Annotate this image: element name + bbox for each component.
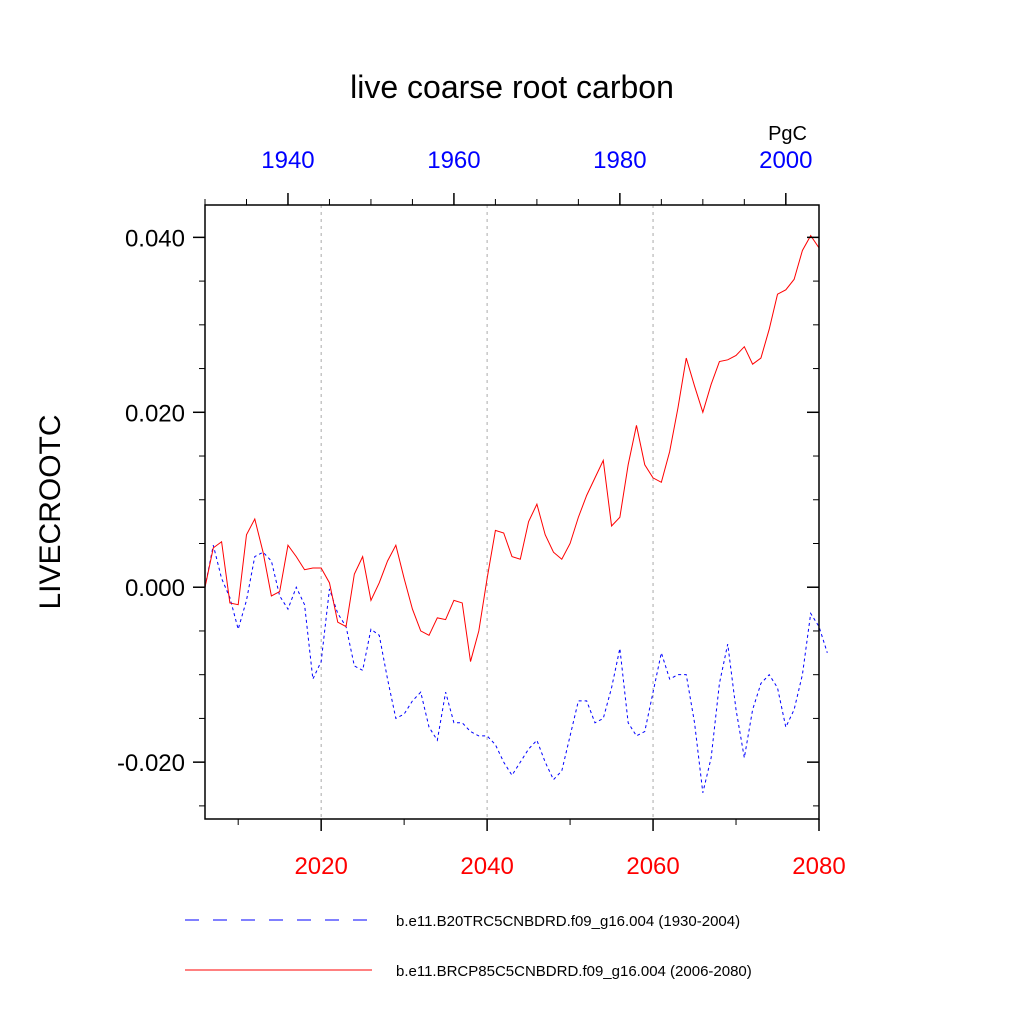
legend: b.e11.B20TRC5CNBDRD.f09_g16.004 (1930-20…: [185, 913, 752, 980]
plot-frame: [204, 204, 820, 820]
series-lines: [204, 234, 828, 793]
bottom-tick-label: 2020: [294, 853, 347, 880]
vertical-grid: [320, 205, 654, 819]
top-tick-label: 2000: [759, 147, 812, 174]
legend-label-historical: b.e11.B20TRC5CNBDRD.f09_g16.004 (1930-20…: [396, 913, 740, 930]
top-tick-label: 1960: [427, 147, 480, 174]
top-tick-label: 1980: [593, 147, 646, 174]
series-line-historical: [204, 545, 828, 793]
bottom-tick-label: 2040: [460, 853, 513, 880]
bottom-tick-label: 2080: [792, 853, 845, 880]
top-tick-label: 1940: [261, 147, 314, 174]
y-tick-label: 0.000: [125, 575, 185, 602]
legend-label-rcp85: b.e11.BRCP85C5CNBDRD.f09_g16.004 (2006-2…: [396, 963, 752, 980]
y-tick-label: 0.040: [125, 225, 185, 252]
y-axis-label: LIVECROOTC: [34, 414, 67, 609]
series-line-rcp85: [204, 234, 820, 662]
bottom-tick-label: 2060: [626, 853, 679, 880]
axis-ticks: -0.020 0.000 0.020 0.040 2020 2040 2060 2080 194…: [117, 147, 846, 880]
units-label: PgC: [768, 123, 807, 145]
y-tick-label: 0.020: [125, 400, 185, 427]
chart-title: live coarse root carbon: [350, 69, 674, 105]
y-tick-label: -0.020: [117, 750, 185, 777]
